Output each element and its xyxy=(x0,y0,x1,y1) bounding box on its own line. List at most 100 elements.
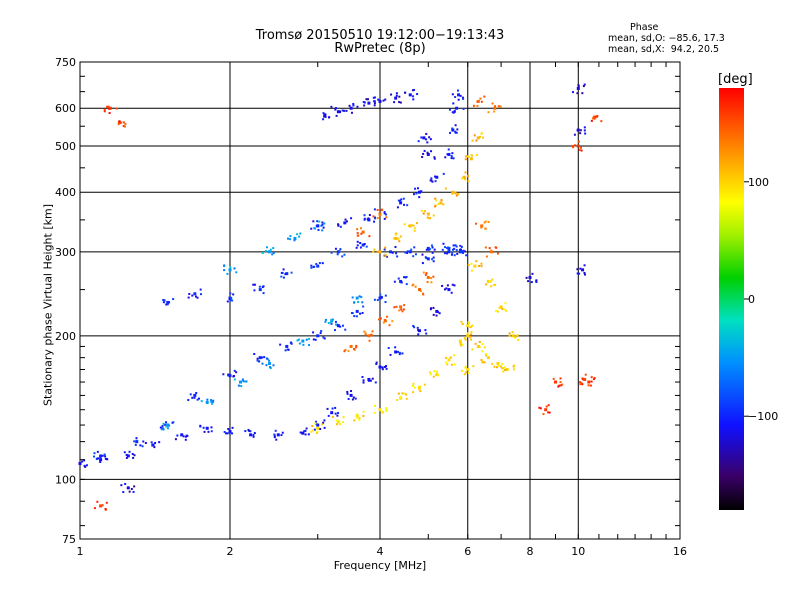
echo-point xyxy=(301,431,304,434)
echo-point xyxy=(445,356,448,359)
echo-point xyxy=(229,266,232,269)
echo-point xyxy=(486,356,490,360)
echo-point xyxy=(301,339,305,343)
echo-point xyxy=(314,422,317,425)
echo-point xyxy=(316,430,319,433)
echo-point xyxy=(339,225,342,228)
echo-point xyxy=(133,454,136,457)
echo-point xyxy=(446,252,449,255)
echo-point xyxy=(336,323,339,326)
echo-point xyxy=(582,85,585,88)
echo-point xyxy=(378,99,382,103)
echo-point xyxy=(401,310,404,313)
echo-point xyxy=(434,197,437,200)
echo-point xyxy=(165,425,168,428)
echo-point xyxy=(336,250,340,254)
echo-point xyxy=(316,334,320,338)
echo-point xyxy=(416,187,419,190)
echo-point xyxy=(484,354,487,357)
echo-point xyxy=(458,250,462,254)
echo-point xyxy=(587,384,590,387)
echo-point xyxy=(454,96,457,99)
echo-point xyxy=(308,344,311,347)
echo-point xyxy=(353,347,356,350)
echo-point xyxy=(469,335,472,338)
echo-point xyxy=(573,133,576,136)
echo-point xyxy=(162,422,165,425)
echo-point xyxy=(473,134,476,137)
echo-point xyxy=(199,288,202,291)
echo-point xyxy=(553,380,557,384)
echo-point xyxy=(265,246,268,249)
echo-point xyxy=(235,371,238,374)
echo-point xyxy=(299,431,302,434)
echo-point xyxy=(152,443,155,446)
echo-point xyxy=(304,433,307,436)
echo-point xyxy=(581,268,585,272)
echo-point xyxy=(433,157,436,160)
echo-point xyxy=(432,313,435,316)
echo-point xyxy=(206,398,209,401)
echo-point xyxy=(273,436,276,439)
echo-point xyxy=(403,304,406,307)
echo-point xyxy=(435,199,438,202)
echo-point xyxy=(367,217,370,220)
echo-point xyxy=(363,218,366,221)
echo-point xyxy=(381,368,384,371)
echo-point xyxy=(580,149,583,152)
echo-point xyxy=(464,171,467,174)
echo-point xyxy=(196,398,199,401)
echo-point xyxy=(413,386,416,389)
echo-point xyxy=(397,237,400,240)
echo-point xyxy=(124,482,127,485)
echo-point xyxy=(367,379,370,382)
echo-point xyxy=(316,423,320,427)
echo-point xyxy=(299,232,302,235)
echo-point xyxy=(398,199,401,202)
echo-point xyxy=(419,288,422,291)
echo-point xyxy=(353,315,356,318)
echo-point xyxy=(233,267,236,270)
echo-point xyxy=(99,456,102,459)
echo-point xyxy=(513,364,516,367)
x-tick-label: 4 xyxy=(377,545,384,558)
echo-point xyxy=(331,415,334,418)
echo-point xyxy=(560,384,563,387)
echo-point xyxy=(310,264,313,267)
echo-point xyxy=(388,324,391,327)
echo-point xyxy=(382,321,385,324)
echo-point xyxy=(378,296,382,300)
chart-title-line1: Tromsø 20150510 19:12:00−19:13:43 xyxy=(255,28,505,43)
echo-point xyxy=(362,379,365,382)
echo-point xyxy=(408,224,411,227)
echo-point xyxy=(228,374,232,378)
echo-point xyxy=(377,98,380,101)
echo-point xyxy=(494,309,497,312)
echo-point xyxy=(581,378,584,381)
echo-point xyxy=(437,311,440,314)
echo-point xyxy=(322,226,325,229)
echo-point xyxy=(184,435,187,438)
echo-point xyxy=(403,276,406,279)
echo-point xyxy=(168,301,171,304)
echo-point xyxy=(535,280,538,283)
echo-point xyxy=(531,272,534,275)
echo-point xyxy=(307,337,310,340)
echo-point xyxy=(417,140,420,143)
echo-point xyxy=(383,248,386,251)
echo-point xyxy=(496,310,499,313)
echo-point xyxy=(97,457,100,460)
echo-point xyxy=(412,224,415,227)
echo-point xyxy=(417,190,421,194)
echo-point xyxy=(289,235,292,238)
echo-point xyxy=(153,446,156,449)
echo-point xyxy=(455,245,458,248)
echo-point xyxy=(391,251,394,254)
echo-point xyxy=(336,253,339,256)
echo-point xyxy=(364,333,367,336)
echo-point xyxy=(453,284,456,287)
echo-point xyxy=(480,132,483,135)
echo-point xyxy=(453,109,456,112)
echo-point xyxy=(398,101,401,104)
echo-point xyxy=(484,353,487,356)
